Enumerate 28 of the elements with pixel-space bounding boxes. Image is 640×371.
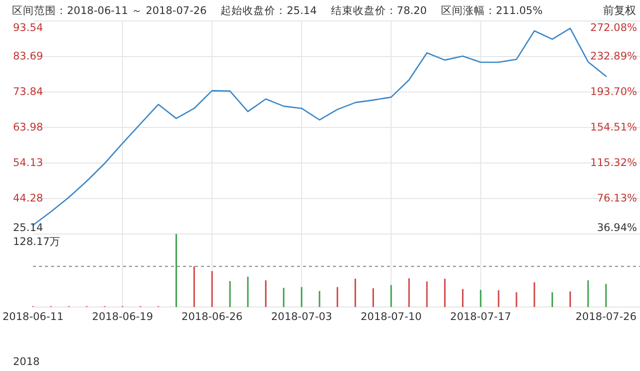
annotation: 25.14 xyxy=(13,222,44,234)
x-tick-label: 2018-07-17 xyxy=(450,310,512,323)
y-tick-label: 93.54 xyxy=(13,22,44,34)
y2-tick-label: 154.51% xyxy=(590,121,638,134)
y-tick-label: 83.69 xyxy=(13,50,44,62)
y2-tick-label: 193.70% xyxy=(590,86,638,98)
text: 区间范围：2018-06-11 ～ 2018-07-26 xyxy=(12,4,208,17)
y2-tick-label: 232.89% xyxy=(590,50,638,62)
y2-tick-label: 76.13% xyxy=(596,192,638,204)
x-tick-label: 2018-06-26 xyxy=(182,310,243,323)
text: 结束收盘价：78.20 xyxy=(330,4,427,17)
y-tick-label: 54.13 xyxy=(13,156,44,169)
y-tick-label: 44.28 xyxy=(13,192,44,204)
y-tick-label: 73.84 xyxy=(13,86,44,98)
y-tick-label: 63.98 xyxy=(13,121,44,134)
text: 区间涨幅：211.05% xyxy=(440,4,543,17)
x-tick-label: 2018-07-26 xyxy=(575,310,637,323)
y2-tick-label: 36.94% xyxy=(596,222,638,234)
x-tick-label: 2018-07-10 xyxy=(360,310,422,323)
x-tick-label: 2018-06-19 xyxy=(92,310,154,323)
text: 起始收盘价：25.14 xyxy=(220,4,318,17)
y2-tick-label: 272.08% xyxy=(590,22,638,34)
x-tick-label: 2018-07-03 xyxy=(271,310,332,323)
text: 前复权 xyxy=(603,4,636,18)
text: 2018 xyxy=(13,356,40,368)
annotation: 128.17万 xyxy=(13,236,61,248)
y2-tick-label: 115.32% xyxy=(590,156,638,169)
x-tick-label: 2018-06-11 xyxy=(2,310,64,323)
